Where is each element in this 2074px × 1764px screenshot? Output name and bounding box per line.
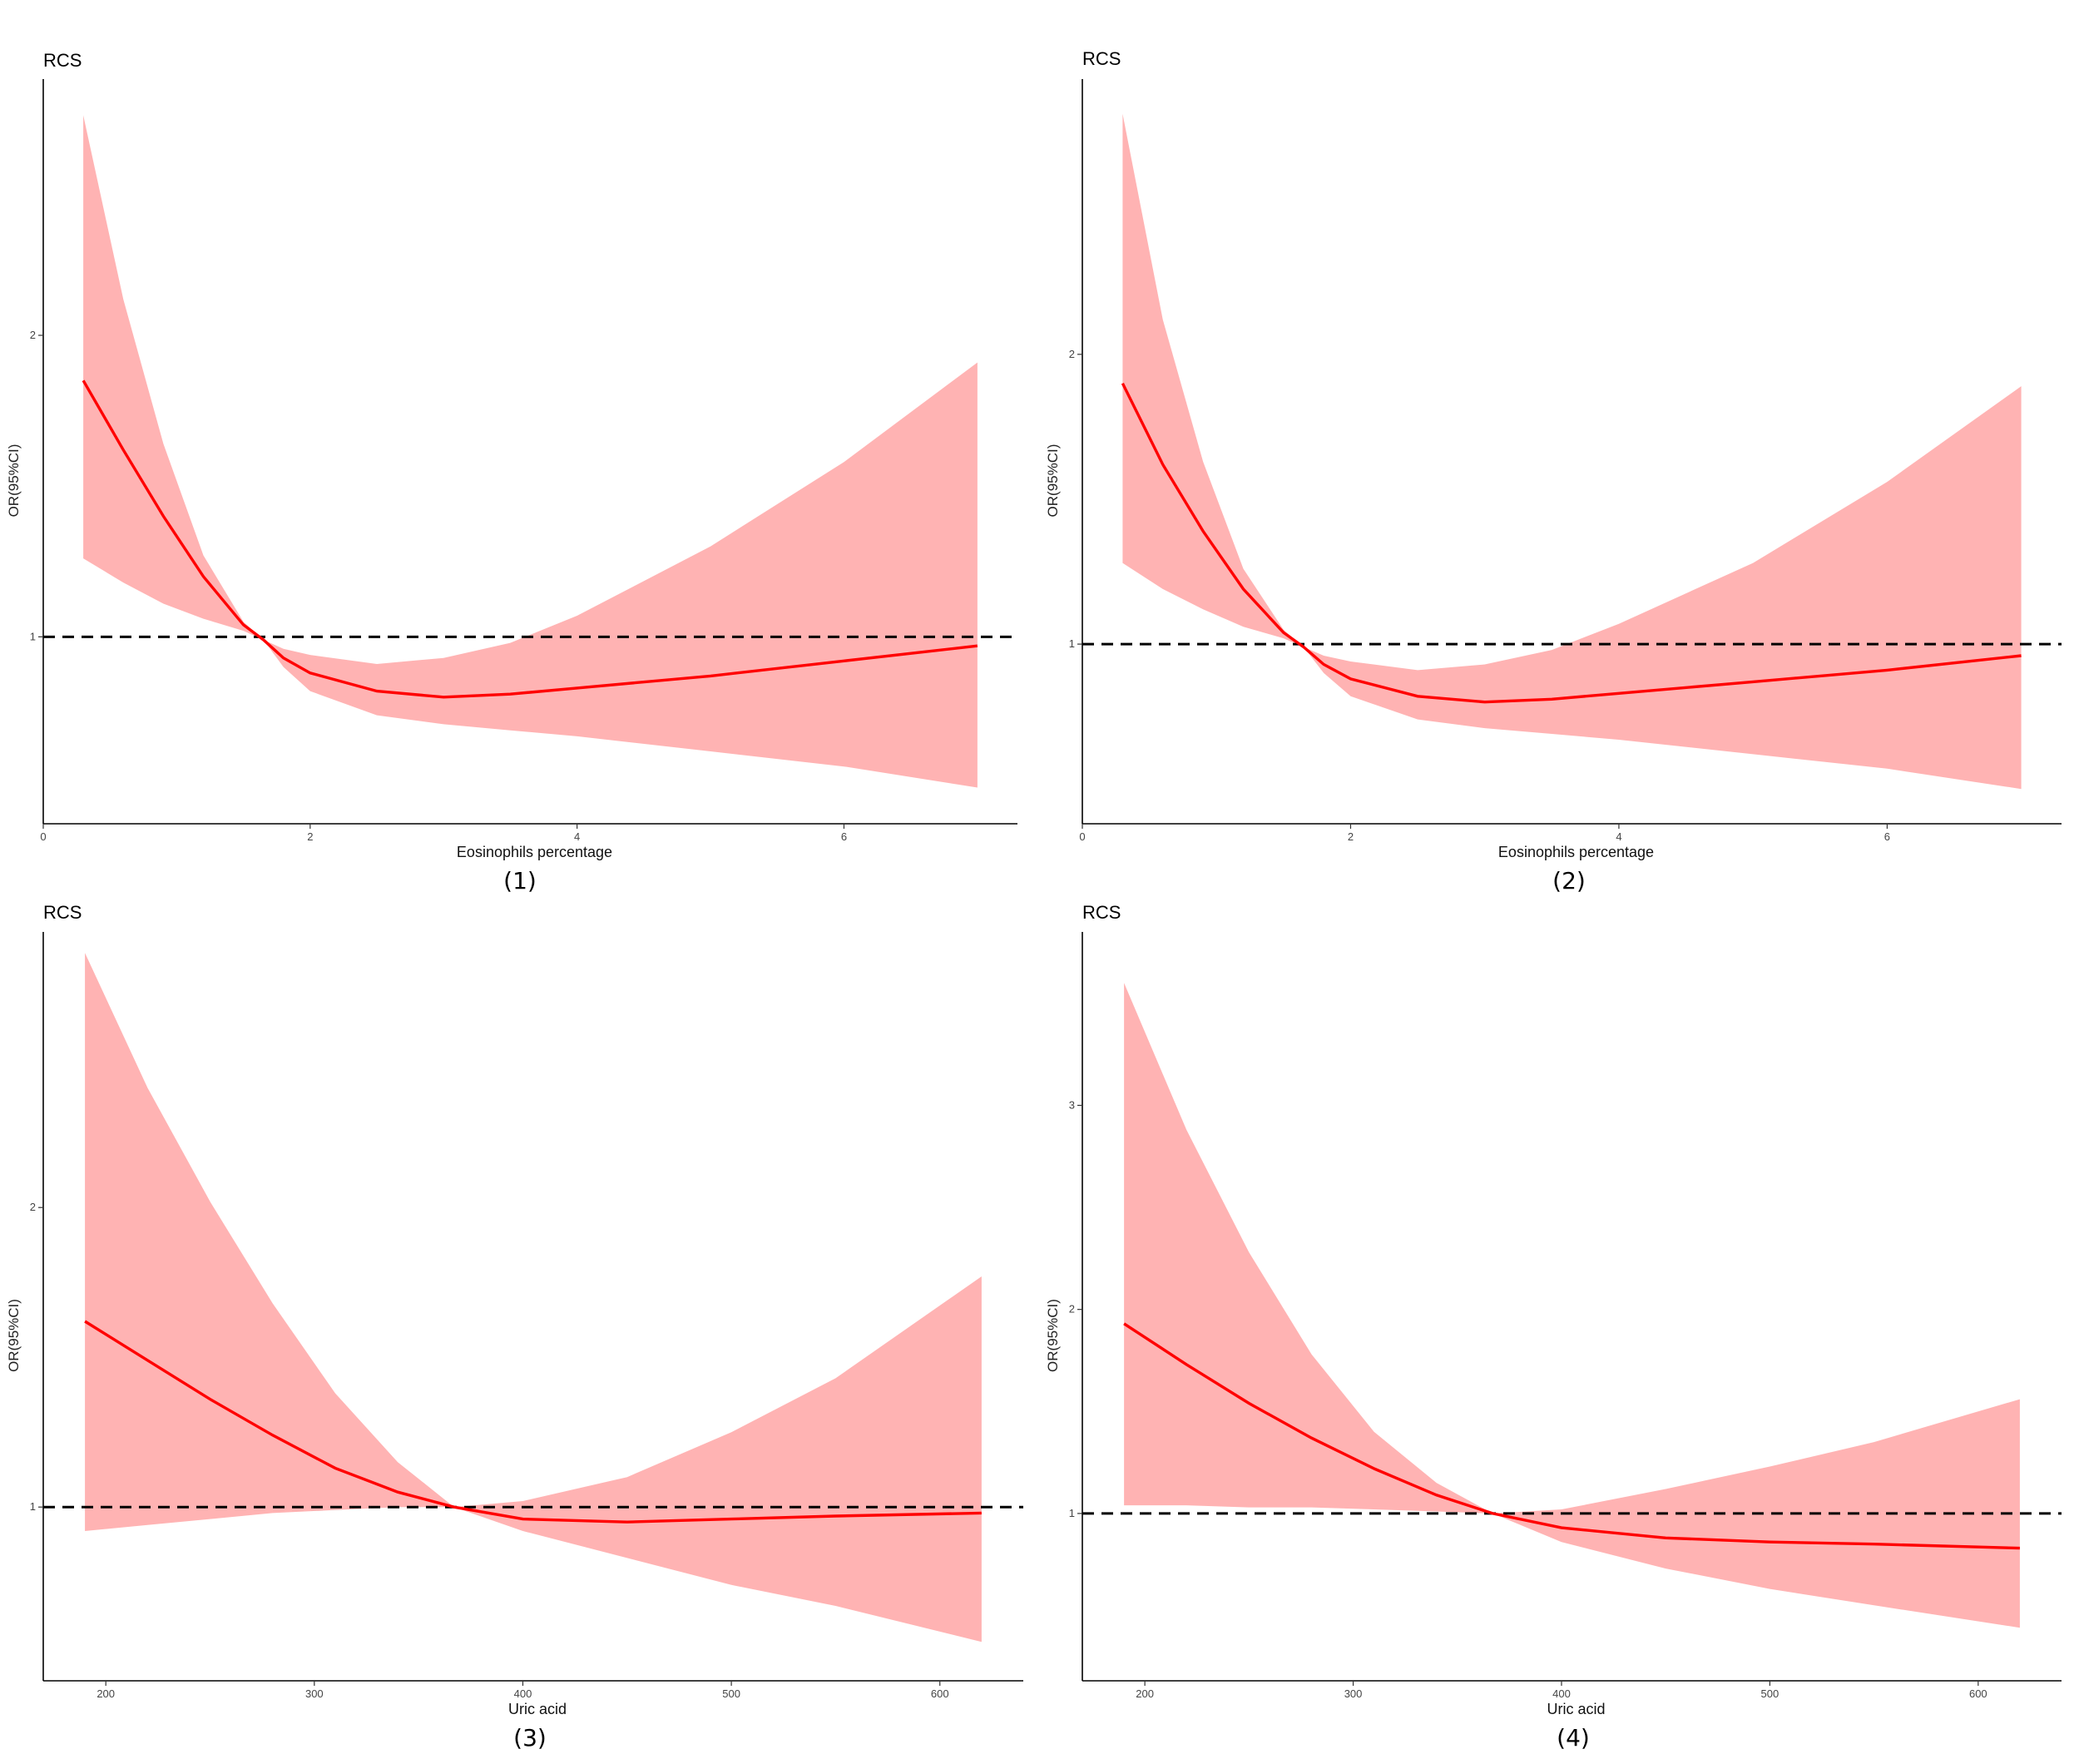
x-tick-label: 4	[1616, 830, 1621, 843]
x-tick-label: 6	[841, 830, 847, 843]
x-tick-label: 0	[1079, 830, 1085, 843]
panel-title: RCS	[1082, 902, 1121, 923]
x-tick-label: 200	[1136, 1687, 1154, 1700]
x-tick-label: 2	[307, 830, 313, 843]
x-tick-label: 400	[514, 1687, 532, 1700]
x-tick-label: 300	[305, 1687, 324, 1700]
y-tick-label: 1	[1069, 637, 1075, 650]
y-tick-label: 1	[30, 630, 36, 642]
x-tick-label: 400	[1552, 1687, 1571, 1700]
panel-title: RCS	[43, 50, 82, 71]
x-tick-label: 300	[1344, 1687, 1363, 1700]
or-curve	[1121, 382, 2022, 704]
ci-band	[85, 953, 982, 1643]
y-tick-label: 2	[1069, 348, 1075, 360]
x-tick-label: 500	[1761, 1687, 1779, 1700]
y-axis-label: OR(95%CI)	[1045, 444, 1061, 518]
ci-band	[1122, 113, 2022, 790]
x-tick-label: 200	[97, 1687, 115, 1700]
panel-caption: (2)	[1552, 867, 1586, 894]
x-tick-label: 2	[1348, 830, 1354, 843]
panel-title: RCS	[43, 902, 82, 923]
y-axis-label: OR(95%CI)	[1045, 1299, 1061, 1372]
chart-panel-1: 0 2 4 6 1 2 RCS OR(95%CI) Eosinophils percentage…	[6, 50, 1017, 894]
x-axis-label: Eosinophils percentage	[457, 844, 612, 860]
panel-caption: (4)	[1557, 1724, 1590, 1752]
y-tick-label: 1	[1069, 1507, 1075, 1519]
or-curve	[82, 379, 978, 699]
chart-panel-3: 200 300 400 500 600 1 2 RCS OR(95%CI) Uric acid (3…	[6, 902, 1023, 1752]
x-axis-label: Uric acid	[1547, 1701, 1605, 1717]
or-curve	[1123, 1322, 2020, 1550]
x-tick-label: 500	[722, 1687, 740, 1700]
x-tick-label: 600	[931, 1687, 949, 1700]
ci-band	[1124, 983, 2020, 1628]
x-tick-label: 0	[40, 830, 46, 843]
y-axis-label: OR(95%CI)	[6, 444, 22, 518]
panel-caption: (3)	[513, 1724, 547, 1752]
x-axis-label: Eosinophils percentage	[1498, 844, 1654, 860]
ci-band	[83, 115, 978, 788]
chart-panel-2: 0 2 4 6 1 2 RCS OR(95%CI) Eosinophils percentage…	[1045, 48, 2062, 894]
y-tick-label: 3	[1069, 1098, 1075, 1111]
x-tick-label: 6	[1884, 830, 1890, 843]
y-tick-label: 2	[1069, 1303, 1075, 1316]
or-curve	[84, 1320, 982, 1524]
y-tick-label: 2	[30, 1201, 36, 1213]
x-axis-label: Uric acid	[508, 1701, 567, 1717]
x-tick-label: 4	[574, 830, 580, 843]
chart-panel-4: 200 300 400 500 600 1 2 3 RCS OR(95%CI) Uric acid (…	[1045, 902, 2062, 1752]
y-axis-label: OR(95%CI)	[6, 1299, 22, 1372]
x-tick-label: 600	[1969, 1687, 1987, 1700]
y-tick-label: 1	[30, 1500, 36, 1513]
panel-caption: (1)	[503, 867, 537, 894]
y-tick-label: 2	[30, 329, 36, 341]
panel-title: RCS	[1082, 48, 1121, 69]
